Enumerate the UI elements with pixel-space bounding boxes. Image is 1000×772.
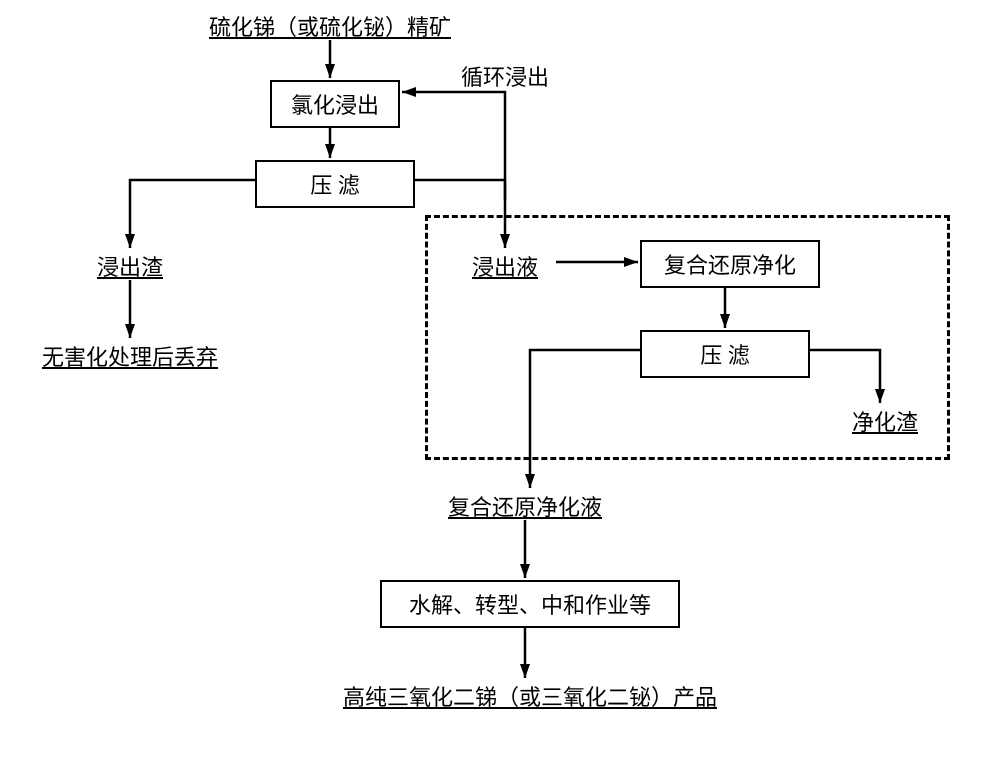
node-filter1: 压 滤 bbox=[255, 160, 415, 208]
node-residue: 浸出渣 bbox=[80, 250, 180, 282]
node-cycle: 循环浸出 bbox=[445, 60, 565, 92]
flowchart-canvas: 硫化锑（或硫化铋）精矿 氯化浸出 循环浸出 压 滤 浸出渣 无害化处理后丢弃 浸… bbox=[0, 0, 1000, 772]
node-start: 硫化锑（或硫化铋）精矿 bbox=[170, 10, 490, 42]
node-purliquid: 复合还原净化液 bbox=[430, 490, 620, 522]
node-product: 高纯三氧化二锑（或三氧化二铋）产品 bbox=[310, 680, 750, 712]
node-filter2: 压 滤 bbox=[640, 330, 810, 378]
node-hydrolysis: 水解、转型、中和作业等 bbox=[380, 580, 680, 628]
node-purresidue: 净化渣 bbox=[840, 405, 930, 437]
node-leach: 氯化浸出 bbox=[270, 80, 400, 128]
node-reduce: 复合还原净化 bbox=[640, 240, 820, 288]
node-leachate: 浸出液 bbox=[455, 250, 555, 282]
node-discard: 无害化处理后丢弃 bbox=[30, 340, 230, 372]
